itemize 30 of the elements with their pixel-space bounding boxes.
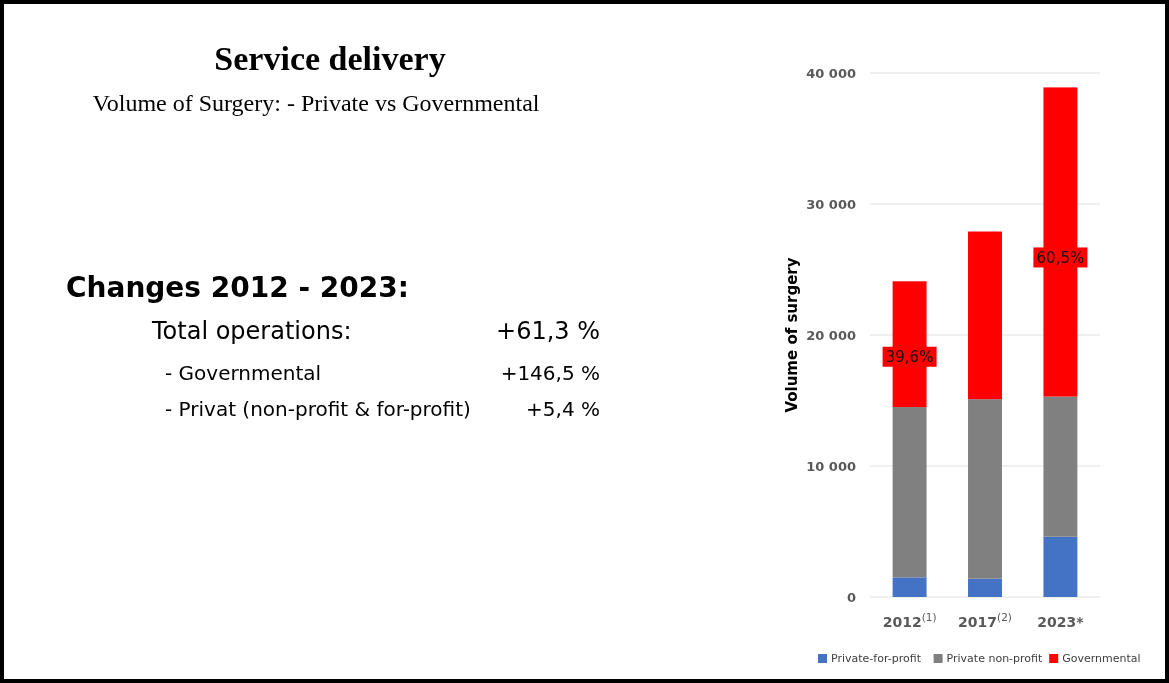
y-tick-label: 30 000 <box>806 196 856 212</box>
bar <box>1043 396 1078 537</box>
text: - Governmental <box>165 361 322 385</box>
annotation: 60,5% <box>1036 248 1085 267</box>
text: Changes 2012 - 2023: <box>66 271 409 304</box>
bar <box>968 578 1002 597</box>
x-tick-label: 2012$^{(1)}$ <box>882 611 937 630</box>
x-tick-label: 2017$^{(2)}$ <box>958 611 1012 630</box>
bar <box>1043 536 1078 597</box>
legend-label: Private non-profit <box>946 652 1044 665</box>
y-tick-label: 20 000 <box>806 327 856 343</box>
text: Total operations: <box>151 317 352 345</box>
annotation: 39,6% <box>885 348 934 366</box>
text: Service delivery <box>214 40 446 77</box>
text: +146,5 % <box>500 361 600 385</box>
y-axis-title: Volume of surgery <box>783 257 801 413</box>
text: +61,3 % <box>496 317 600 345</box>
legend-label: Private-for-profit <box>831 652 922 665</box>
y-tick-label: 10 000 <box>806 458 856 474</box>
bar <box>968 399 1002 579</box>
text: - Privat (non-profit & for-profit) <box>165 397 471 421</box>
x-tick-label: 2023* <box>1037 614 1085 630</box>
y-tick-label: 0 <box>846 589 856 605</box>
bar <box>892 407 927 578</box>
legend-label: Governmental <box>1062 652 1141 665</box>
bar <box>892 577 927 597</box>
text: +5,4 % <box>526 397 600 421</box>
y-tick-label: 40 000 <box>806 65 856 81</box>
text: Volume of Surgery: - Private vs Governmental <box>92 90 540 116</box>
bar <box>968 231 1002 400</box>
